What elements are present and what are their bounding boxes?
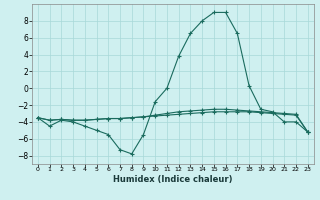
X-axis label: Humidex (Indice chaleur): Humidex (Indice chaleur) xyxy=(113,175,233,184)
